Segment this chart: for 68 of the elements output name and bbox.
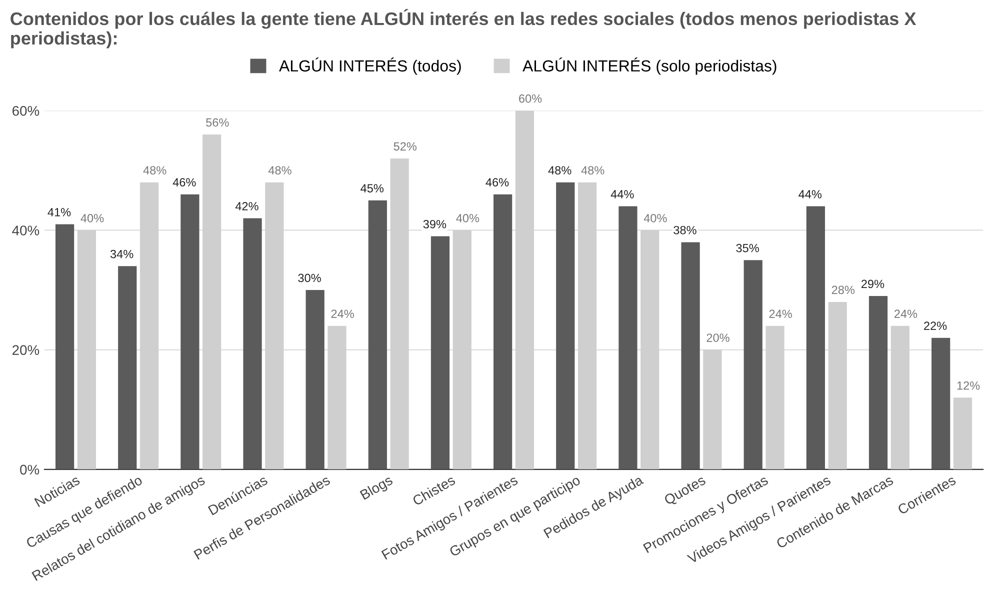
y-tick-label: 40% <box>12 226 40 236</box>
bar <box>140 182 159 470</box>
data-label: 40% <box>456 214 480 222</box>
bar <box>766 326 784 470</box>
data-label: 35% <box>736 244 759 252</box>
bar <box>430 236 450 470</box>
bar <box>640 230 660 470</box>
bar <box>744 260 762 470</box>
bar <box>180 194 200 470</box>
data-label: 52% <box>394 142 417 151</box>
bar <box>618 206 638 470</box>
bar <box>55 224 74 470</box>
data-label: 24% <box>331 310 354 318</box>
bar <box>368 200 387 470</box>
data-label: 40% <box>644 214 667 222</box>
bar <box>868 296 888 470</box>
data-label: 42% <box>235 202 258 210</box>
bar <box>328 326 346 470</box>
data-label: 28% <box>832 286 855 294</box>
data-label: 34% <box>110 250 134 258</box>
data-label: 44% <box>610 190 634 198</box>
bar <box>828 302 847 470</box>
data-label: 48% <box>548 166 572 174</box>
y-tick-label: 60% <box>12 106 40 116</box>
bar <box>452 230 472 470</box>
bar <box>243 218 262 470</box>
data-label: 48% <box>143 166 166 174</box>
bar <box>118 266 137 470</box>
data-label: 24% <box>894 310 918 318</box>
bar <box>77 230 96 470</box>
bar <box>494 194 512 470</box>
data-label: 48% <box>268 166 292 174</box>
y-tick-label: 20% <box>12 345 40 355</box>
bar <box>556 182 575 470</box>
chart-title: Contenidos por los cuáles la gente tiene ALGÚN interés en las redes sociales (todos menos periodistas X periodistas): <box>10 8 916 48</box>
bar <box>681 242 700 470</box>
legend-label: ALGÚN INTERÉS (solo periodistas) <box>522 58 776 75</box>
bar <box>953 398 972 470</box>
data-label: 30% <box>298 274 321 282</box>
data-label: 39% <box>423 220 446 228</box>
data-label: 24% <box>769 310 792 318</box>
data-label: 60% <box>519 94 542 103</box>
bar <box>306 290 324 470</box>
bar <box>806 206 825 470</box>
bar <box>703 350 722 470</box>
data-label: 44% <box>798 190 822 198</box>
data-label: 29% <box>861 280 884 288</box>
bar <box>390 158 409 470</box>
data-label: 40% <box>80 214 104 222</box>
data-label: 20% <box>706 334 730 342</box>
data-label: 22% <box>924 322 947 330</box>
bar <box>578 182 597 470</box>
data-label: 56% <box>206 118 229 127</box>
y-tick-label: 0% <box>20 464 40 475</box>
data-label: 45% <box>360 184 384 192</box>
bar <box>932 338 950 470</box>
data-label: 12% <box>957 381 980 390</box>
bar <box>890 326 910 470</box>
bar <box>265 182 284 470</box>
data-label: 48% <box>581 166 604 174</box>
bar <box>202 134 222 470</box>
bar <box>515 110 534 470</box>
data-label: 46% <box>172 178 196 186</box>
x-tick-label: Blogs <box>360 474 395 502</box>
data-label: 41% <box>48 208 71 216</box>
data-label: 38% <box>674 226 696 234</box>
data-label: 46% <box>486 178 509 186</box>
legend-label: ALGÚN INTERÉS (todos) <box>279 58 461 75</box>
